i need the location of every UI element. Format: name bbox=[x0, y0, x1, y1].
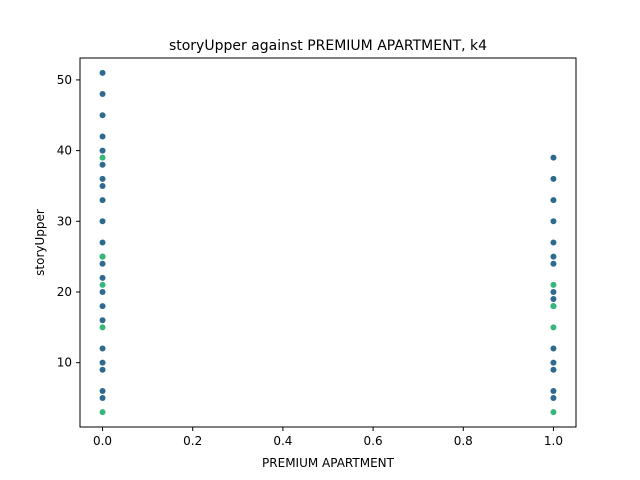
data-point bbox=[99, 161, 106, 168]
data-point bbox=[99, 112, 106, 119]
data-point bbox=[99, 409, 106, 416]
data-point bbox=[550, 366, 557, 373]
x-tick-label: 0.6 bbox=[364, 434, 383, 448]
data-point bbox=[550, 288, 557, 295]
plot-area-frame bbox=[79, 57, 577, 428]
data-point bbox=[550, 260, 557, 267]
x-axis-label: PREMIUM APARTMENT bbox=[262, 456, 395, 470]
data-point bbox=[99, 239, 106, 246]
x-tick-label: 0.4 bbox=[273, 434, 292, 448]
data-point bbox=[99, 91, 106, 98]
y-axis-ticks: 10 20 30 40 50 bbox=[57, 73, 80, 370]
data-point bbox=[550, 281, 557, 288]
data-point bbox=[99, 260, 106, 267]
x-tick-label: 0.2 bbox=[183, 434, 202, 448]
data-point bbox=[99, 253, 106, 260]
data-point bbox=[550, 253, 557, 260]
data-point bbox=[550, 197, 557, 204]
data-point bbox=[550, 154, 557, 161]
data-point bbox=[99, 324, 106, 331]
data-point bbox=[550, 324, 557, 331]
data-point bbox=[99, 218, 106, 225]
data-point bbox=[99, 288, 106, 295]
y-tick-label: 10 bbox=[57, 356, 72, 370]
x-tick-label: 0.0 bbox=[93, 434, 112, 448]
data-point bbox=[99, 359, 106, 366]
data-point bbox=[99, 182, 106, 189]
y-tick-label: 50 bbox=[57, 73, 72, 87]
data-point bbox=[550, 303, 557, 310]
data-point bbox=[99, 345, 106, 352]
data-point bbox=[99, 147, 106, 154]
data-point bbox=[99, 387, 106, 394]
data-point bbox=[550, 175, 557, 182]
data-points bbox=[99, 69, 557, 416]
x-axis-ticks: 0.0 0.2 0.4 0.6 0.8 1.0 bbox=[93, 427, 563, 448]
data-point bbox=[550, 239, 557, 246]
data-point bbox=[99, 197, 106, 204]
chart-title: storyUpper against PREMIUM APARTMENT, k4 bbox=[169, 38, 487, 54]
x-tick-label: 1.0 bbox=[544, 434, 563, 448]
data-point bbox=[550, 359, 557, 366]
data-point bbox=[99, 133, 106, 140]
data-point bbox=[550, 409, 557, 416]
y-tick-label: 40 bbox=[57, 144, 72, 158]
x-tick-label: 0.8 bbox=[454, 434, 473, 448]
data-point bbox=[550, 345, 557, 352]
data-point bbox=[99, 281, 106, 288]
data-point bbox=[99, 366, 106, 373]
data-point bbox=[99, 395, 106, 402]
y-tick-label: 20 bbox=[57, 285, 72, 299]
y-axis-label: storyUpper bbox=[33, 209, 47, 276]
data-point bbox=[550, 218, 557, 225]
data-point bbox=[550, 387, 557, 394]
data-point bbox=[99, 69, 106, 76]
data-point bbox=[550, 395, 557, 402]
data-point bbox=[99, 317, 106, 324]
data-point bbox=[99, 175, 106, 182]
data-point bbox=[550, 296, 557, 303]
data-point bbox=[99, 274, 106, 281]
y-tick-label: 30 bbox=[57, 214, 72, 228]
data-point bbox=[99, 154, 106, 161]
data-point bbox=[99, 303, 106, 310]
